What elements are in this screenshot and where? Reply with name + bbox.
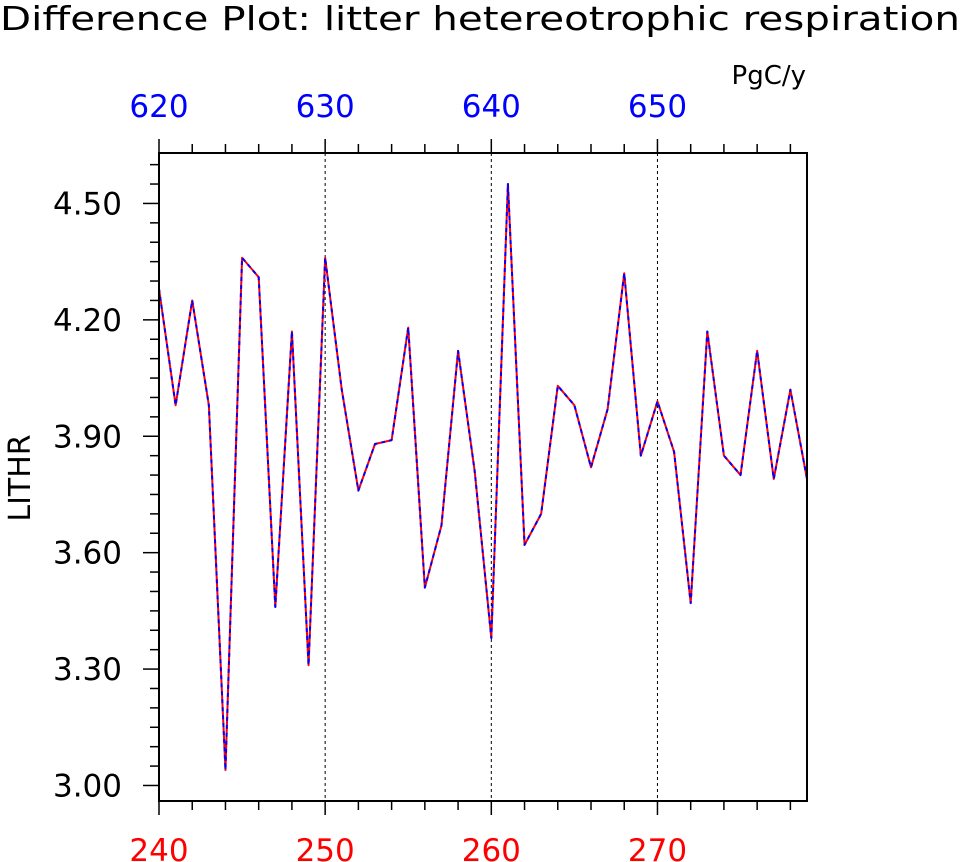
y-tick-label: 4.50 bbox=[53, 186, 122, 222]
x-tick-label-bottom: 240 bbox=[129, 833, 188, 862]
series-line-1 bbox=[158, 183, 808, 771]
y-tick-label: 3.30 bbox=[53, 652, 122, 688]
y-tick-label: 3.00 bbox=[53, 768, 122, 804]
units-label: PgC/y bbox=[732, 61, 806, 91]
x-tick-label-bottom: 250 bbox=[296, 833, 355, 862]
x-tick-label-top: 650 bbox=[628, 89, 687, 125]
chart-title: Difference Plot: litter hetereotrophic r… bbox=[0, 0, 960, 38]
series-line-2 bbox=[158, 183, 808, 771]
x-tick-label-bottom: 270 bbox=[628, 833, 687, 862]
y-tick-label: 4.20 bbox=[53, 303, 122, 339]
y-tick-label: 3.60 bbox=[53, 536, 122, 572]
grid-lines bbox=[324, 153, 658, 801]
axes: 3.00 3.30 3.60 3.90 4.20 4.50 240 250 260 270 620 6… bbox=[53, 89, 792, 862]
series-lines bbox=[158, 183, 808, 771]
x-tick-label-top: 620 bbox=[129, 89, 188, 125]
y-tick-label: 3.90 bbox=[53, 419, 122, 455]
y-axis-label: LITHR bbox=[3, 434, 38, 521]
plot-frame bbox=[158, 152, 808, 802]
x-tick-label-top: 630 bbox=[296, 89, 355, 125]
x-tick-label-bottom: 260 bbox=[462, 833, 521, 862]
x-tick-label-top: 640 bbox=[462, 89, 521, 125]
